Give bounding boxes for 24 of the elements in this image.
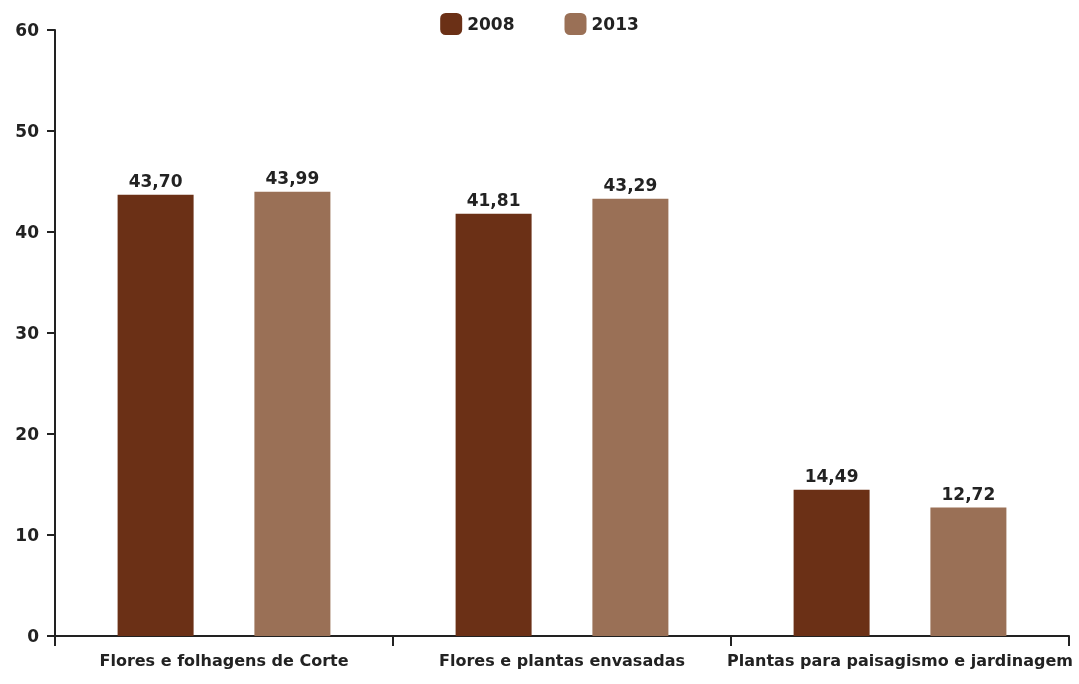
data-label: 14,49 [804,466,859,487]
bar [930,507,1007,636]
y-tick-label: 50 [15,121,40,141]
data-label: 41,81 [466,190,521,211]
y-tick-label: 0 [27,626,40,646]
y-tick-label: 30 [15,323,40,343]
x-tick-label: Flores e plantas envasadas [439,650,685,670]
y-tick-label: 40 [15,222,40,242]
legend-label: 2008 [467,14,515,34]
data-label: 43,99 [265,168,320,189]
bar [254,191,331,636]
bar [793,489,870,636]
bar [455,213,532,636]
bar [117,194,194,636]
x-tick-label: Flores e folhagens de Corte [99,650,349,670]
y-tick-label: 20 [15,424,40,444]
x-tick-label: Plantas para paisagismo e jardinagem [727,650,1073,670]
data-label: 12,72 [941,484,996,505]
bar [592,198,669,636]
legend-label: 2013 [591,14,639,34]
y-tick-label: 10 [15,525,40,545]
data-label: 43,29 [603,175,658,196]
data-label: 43,70 [128,171,183,192]
y-tick-label: 60 [15,20,40,40]
